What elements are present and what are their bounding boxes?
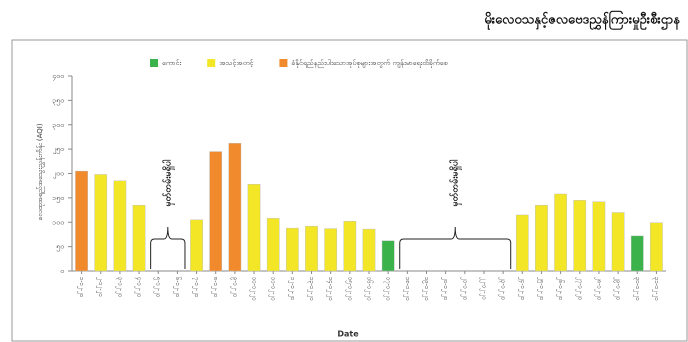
x-tick-label: ၂၂-၁၂-၂၀ bbox=[479, 277, 487, 300]
x-tick-label: ၂၁-၁၂-၂၀ bbox=[460, 277, 468, 300]
x-tick-label: ၁၄-၁၂-၂၀ bbox=[326, 276, 334, 301]
x-tick-label: ၁၇-၁၂-၂၀ bbox=[384, 276, 392, 301]
chart-title: မိုးလေဝသနှင့်ဇလဗေဒညွှန်ကြားမှုဦးစီးဌာန bbox=[484, 10, 681, 31]
bar bbox=[611, 212, 625, 272]
x-tick-label: ၂၇-၁၂-၂၀ bbox=[575, 277, 583, 300]
bar bbox=[209, 151, 223, 272]
x-tick-label: ၂၄-၁၂-၂၀ bbox=[518, 277, 526, 300]
bar bbox=[362, 228, 376, 272]
bar bbox=[630, 235, 644, 272]
bar bbox=[94, 174, 108, 272]
y-axis-label: လေထုအရည်အသွေးညွှန်းကိန်း (AQI) bbox=[36, 123, 45, 220]
bar bbox=[113, 180, 127, 272]
bar bbox=[75, 170, 88, 272]
x-tick-label: ၂၃-၁၂-၂၀ bbox=[499, 277, 507, 300]
y-tick-label: ၃၀၀ bbox=[52, 121, 64, 130]
bar bbox=[247, 184, 261, 272]
x-tick-label: ၅-၁၂-၂၀ bbox=[154, 276, 162, 297]
y-tick-label: ၃၅၀ bbox=[52, 96, 64, 105]
bar bbox=[190, 219, 203, 272]
x-tick-label: ၉-၁၂-၂၀ bbox=[230, 277, 238, 297]
bar bbox=[573, 200, 587, 272]
x-tick-label: ၁၃-၁၂-၂၀ bbox=[307, 276, 315, 301]
bar bbox=[228, 143, 242, 272]
bar bbox=[266, 218, 280, 272]
legend-swatch bbox=[150, 59, 158, 67]
x-tick-label: ၂-၁၂-၂၀ bbox=[96, 277, 104, 297]
x-tick-label: ၂၉-၁၂-၂၀ bbox=[614, 277, 622, 300]
brace bbox=[150, 226, 186, 269]
legend-label: ကောင်း bbox=[162, 59, 181, 67]
bar bbox=[286, 227, 299, 272]
x-tick-label: ၈-၁၂-၂၀ bbox=[211, 277, 219, 297]
y-tick-label: ၁၀၀ bbox=[52, 218, 64, 226]
x-tick-label: ၃-၁၂-၂၀ bbox=[115, 276, 123, 297]
y-tick-label: ၅၀ bbox=[56, 243, 64, 252]
legend-swatch bbox=[279, 59, 288, 67]
annotation: မှတ်တမ်းမရှိပါ bbox=[162, 159, 175, 206]
y-tick-label: ၁၅၀ bbox=[52, 194, 64, 203]
legend-label: အသင့်အတင့် bbox=[219, 59, 254, 67]
bar bbox=[592, 201, 606, 272]
bar bbox=[650, 222, 663, 272]
x-tick-label: ၃၁-၁၂-၂၀ bbox=[652, 276, 660, 301]
bar bbox=[343, 221, 357, 272]
y-tick-label: ၂၅၀ bbox=[52, 145, 64, 154]
y-tick-label: ၄၀၀ bbox=[52, 72, 64, 81]
y-tick-label: ၀ bbox=[60, 267, 64, 275]
x-tick-label: ၁-၁၂-၂၀ bbox=[77, 276, 85, 297]
x-tick-label: ၂၈-၁၂-၂၀ bbox=[594, 277, 602, 300]
x-axis-label: Date bbox=[337, 330, 359, 339]
bar bbox=[535, 204, 548, 272]
x-tick-label: ၃၀-၁၂-၂၀ bbox=[633, 276, 641, 301]
x-tick-label: ၄-၁၂-၂၀ bbox=[135, 277, 143, 297]
bar bbox=[305, 225, 318, 272]
x-tick-label: ၁၈-၁၂-၂၀ bbox=[403, 276, 411, 301]
legend-swatch bbox=[207, 59, 216, 67]
x-tick-label: ၁၂-၁၂-၂၀ bbox=[288, 276, 296, 300]
bar bbox=[515, 214, 529, 272]
bar bbox=[132, 204, 146, 272]
x-tick-label: ၁၅-၁၂-၂၀ bbox=[345, 276, 353, 301]
x-tick-label: ၁၁-၁၂-၂၀ bbox=[269, 276, 277, 301]
x-tick-label: ၁၀-၁၂-၂၀ bbox=[250, 276, 258, 301]
x-tick-label: ၂၅-၁၂-၂၀ bbox=[537, 277, 545, 300]
x-tick-label: ၆-၁၂-၂၀ bbox=[173, 277, 182, 297]
brace bbox=[399, 226, 512, 269]
x-tick-label: ၁၉-၁၂-၂၀ bbox=[422, 276, 430, 301]
x-tick-label: ၂၀-၁၂-၂၀ bbox=[441, 277, 449, 300]
frame bbox=[11, 39, 688, 342]
legend-label: ခံနိုင်ရည်နည်းပါးသောအုပ်စုများအတွက် ကျန်… bbox=[291, 59, 447, 68]
x-tick-label: ၇-၁၂-၂၀ bbox=[192, 277, 200, 297]
annotation: မှတ်တမ်းမရှိပါ bbox=[450, 159, 463, 206]
y-tick-label: ၂၀၀ bbox=[52, 170, 64, 179]
x-tick-label: ၂၆-၁၂-၂၀ bbox=[556, 277, 565, 300]
bar bbox=[381, 240, 395, 272]
bar bbox=[554, 193, 567, 272]
bar bbox=[324, 228, 338, 272]
x-tick-label: ၁၆-၁၂-၂၀ bbox=[365, 276, 374, 301]
